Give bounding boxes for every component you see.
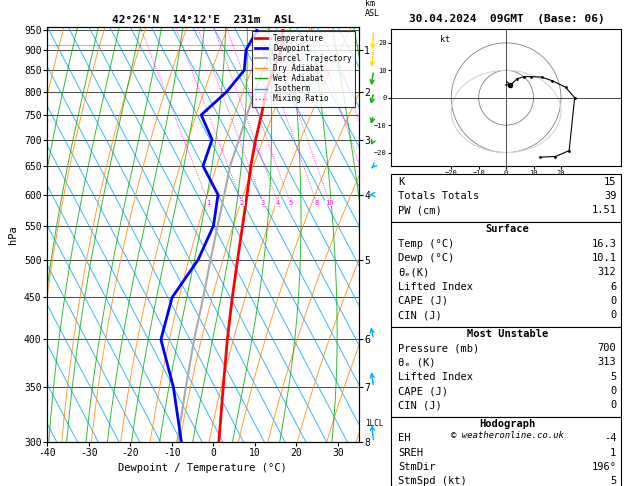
- Text: 1: 1: [206, 200, 211, 206]
- Text: kt: kt: [440, 35, 450, 44]
- Text: 1: 1: [610, 448, 616, 458]
- Text: Most Unstable: Most Unstable: [467, 329, 548, 339]
- Text: 1.51: 1.51: [591, 206, 616, 215]
- Text: CIN (J): CIN (J): [398, 311, 442, 320]
- Text: 5: 5: [288, 200, 292, 206]
- Text: 4: 4: [276, 200, 280, 206]
- Text: StmSpd (kt): StmSpd (kt): [398, 476, 467, 486]
- Text: 2: 2: [240, 200, 244, 206]
- Text: PW (cm): PW (cm): [398, 206, 442, 215]
- Text: 30.04.2024  09GMT  (Base: 06): 30.04.2024 09GMT (Base: 06): [409, 14, 605, 24]
- Text: Lifted Index: Lifted Index: [398, 282, 473, 292]
- Text: km
ASL: km ASL: [365, 0, 380, 18]
- Text: Hodograph: Hodograph: [479, 419, 535, 429]
- Text: Dewp (°C): Dewp (°C): [398, 253, 455, 263]
- Text: CIN (J): CIN (J): [398, 400, 442, 411]
- Text: EH: EH: [398, 434, 411, 443]
- Text: SREH: SREH: [398, 448, 423, 458]
- Text: 0: 0: [610, 296, 616, 306]
- Text: 16.3: 16.3: [591, 239, 616, 249]
- Text: 5: 5: [610, 476, 616, 486]
- Text: 700: 700: [598, 343, 616, 353]
- Text: θₑ (K): θₑ (K): [398, 358, 436, 367]
- Text: Surface: Surface: [486, 225, 529, 234]
- Text: Lifted Index: Lifted Index: [398, 372, 473, 382]
- Text: 3: 3: [260, 200, 265, 206]
- Text: CAPE (J): CAPE (J): [398, 386, 448, 396]
- Text: Totals Totals: Totals Totals: [398, 191, 479, 201]
- Text: 6: 6: [610, 282, 616, 292]
- Text: 39: 39: [604, 191, 616, 201]
- Text: θₑ(K): θₑ(K): [398, 267, 430, 278]
- Legend: Temperature, Dewpoint, Parcel Trajectory, Dry Adiabat, Wet Adiabat, Isotherm, Mi: Temperature, Dewpoint, Parcel Trajectory…: [252, 31, 355, 106]
- Text: K: K: [398, 177, 404, 187]
- Text: 15: 15: [604, 177, 616, 187]
- Text: 5: 5: [610, 372, 616, 382]
- Text: 10: 10: [326, 200, 334, 206]
- Text: 10.1: 10.1: [591, 253, 616, 263]
- Text: 8: 8: [314, 200, 319, 206]
- Text: 1LCL: 1LCL: [365, 419, 383, 429]
- Text: 0: 0: [610, 311, 616, 320]
- Text: CAPE (J): CAPE (J): [398, 296, 448, 306]
- Text: 312: 312: [598, 267, 616, 278]
- Text: Pressure (mb): Pressure (mb): [398, 343, 479, 353]
- Text: -4: -4: [604, 434, 616, 443]
- Text: StmDir: StmDir: [398, 462, 436, 472]
- Text: 196°: 196°: [591, 462, 616, 472]
- Text: 0: 0: [610, 400, 616, 411]
- Y-axis label: hPa: hPa: [8, 225, 18, 244]
- Bar: [391, 174, 621, 222]
- X-axis label: Dewpoint / Temperature (°C): Dewpoint / Temperature (°C): [118, 463, 287, 473]
- Bar: [391, 417, 621, 486]
- Title: 42°26'N  14°12'E  231m  ASL: 42°26'N 14°12'E 231m ASL: [112, 15, 294, 25]
- Text: 313: 313: [598, 358, 616, 367]
- Text: Temp (°C): Temp (°C): [398, 239, 455, 249]
- Bar: [391, 327, 621, 417]
- Text: 0: 0: [610, 386, 616, 396]
- Bar: [391, 222, 621, 327]
- Text: © weatheronline.co.uk: © weatheronline.co.uk: [451, 431, 564, 440]
